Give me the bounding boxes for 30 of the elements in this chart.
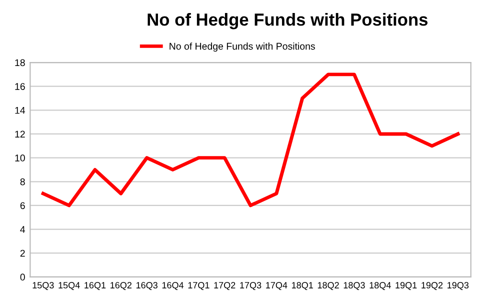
x-tick-label: 18Q1 [292, 282, 313, 290]
x-tick-label: 16Q3 [136, 282, 158, 290]
x-tick-label: 15Q3 [32, 282, 54, 290]
x-tick-label: 17Q2 [214, 282, 236, 290]
x-tick-label: 16Q2 [110, 282, 132, 290]
x-tick-label: 18Q3 [344, 282, 365, 290]
x-tick-label: 16Q1 [84, 282, 106, 290]
y-tick-label: 4 [20, 226, 26, 233]
y-tick-label: 0 [20, 274, 25, 281]
x-tick-label: 15Q4 [58, 282, 80, 290]
chart-title: No of Hedge Funds with Positions [148, 13, 428, 30]
x-tick-label: 19Q3 [448, 282, 469, 290]
x-tick-label: 18Q4 [370, 282, 391, 290]
x-tick-label: 17Q1 [188, 282, 210, 290]
line-series [41, 72, 460, 208]
y-tick-label: 6 [20, 202, 25, 210]
x-tick-label: 18Q2 [318, 282, 339, 290]
x-tick-label: 16Q4 [162, 282, 184, 290]
x-tick-label: 17Q4 [266, 282, 288, 290]
y-tick-label: 16 [15, 83, 25, 90]
y-tick-label: 10 [15, 154, 25, 162]
y-tick-label: 14 [15, 106, 26, 114]
x-tick-label: 19Q1 [396, 282, 417, 290]
y-tick-label: 18 [15, 59, 25, 66]
y-tick-label: 12 [15, 130, 25, 138]
legend-label: No of Hedge Funds with Positions [170, 42, 315, 52]
x-tick-label: 19Q2 [422, 282, 443, 290]
y-tick-label: 8 [20, 178, 25, 186]
x-tick-label: 17Q3 [240, 282, 262, 290]
y-tick-label: 2 [20, 250, 25, 257]
